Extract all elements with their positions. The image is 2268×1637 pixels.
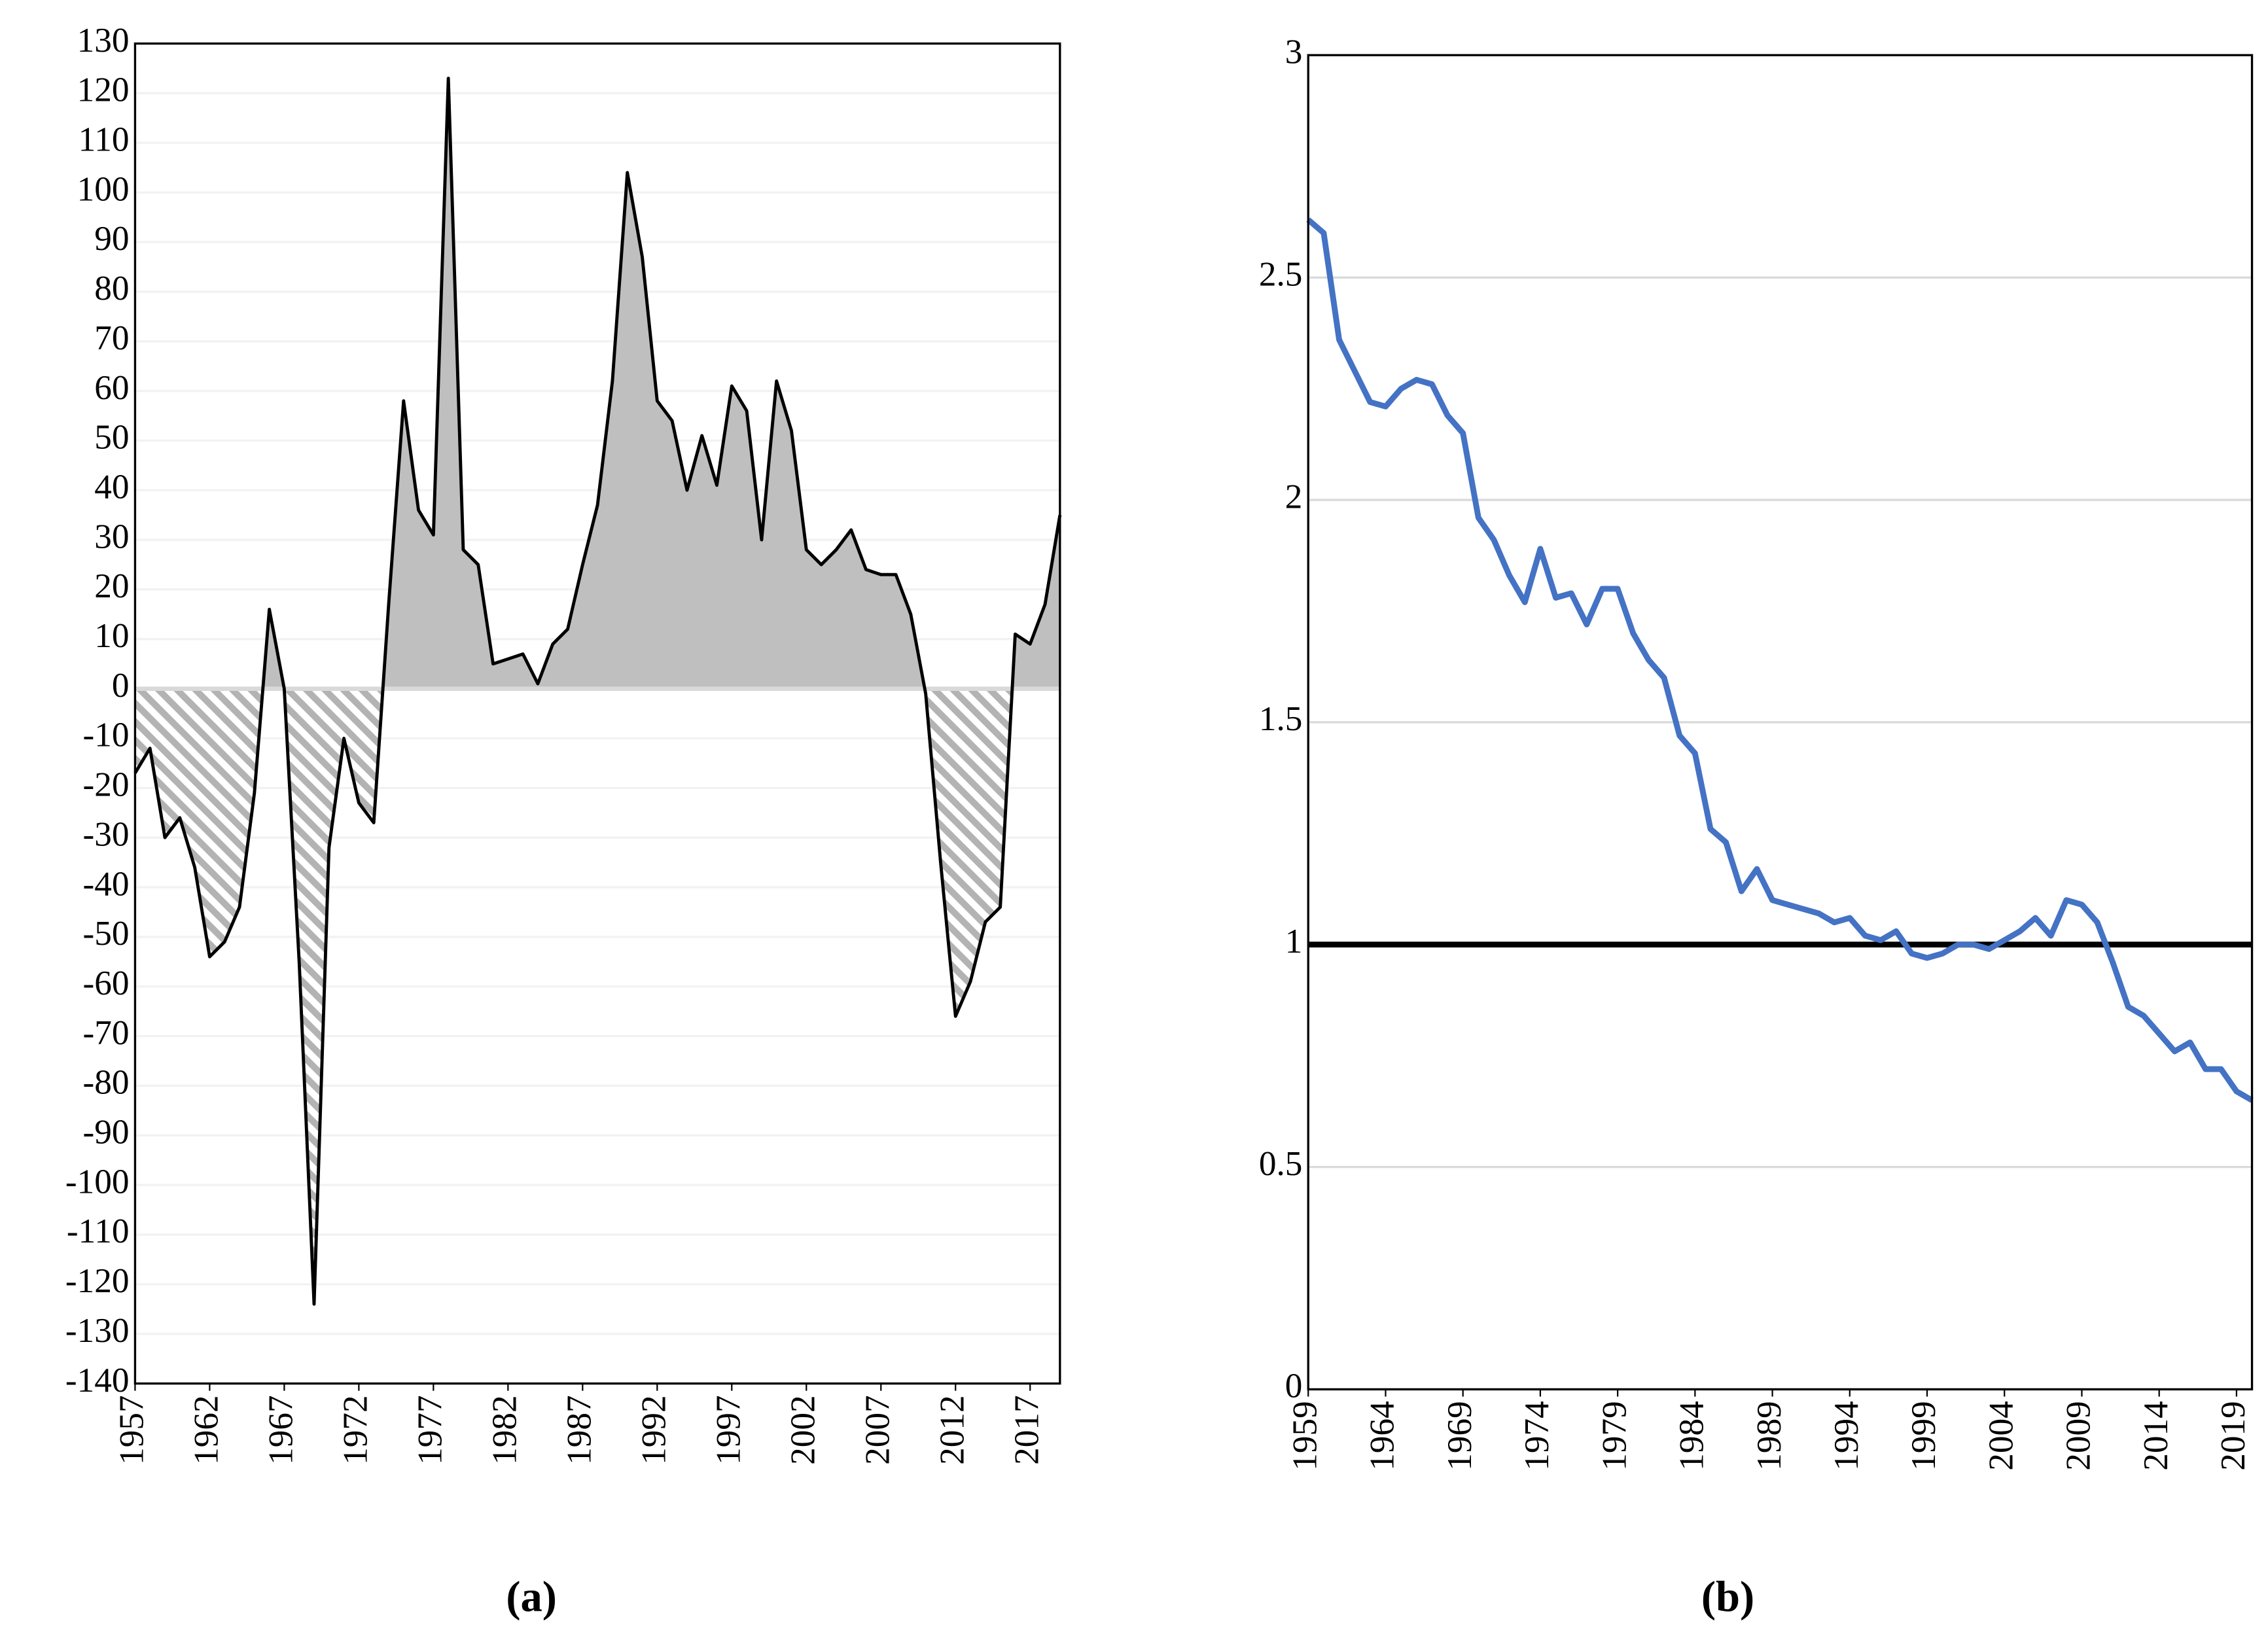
- y-tick-label: 100: [77, 169, 130, 208]
- x-tick-label: 1997: [709, 1395, 748, 1465]
- x-tick-label: 1994: [1827, 1401, 1866, 1471]
- y-tick-label: -140: [65, 1361, 130, 1399]
- y-tick-label: 50: [94, 418, 129, 457]
- data-line: [1306, 217, 2254, 1103]
- y-tick-label: 3: [1285, 33, 1303, 71]
- x-tick-label: 1979: [1595, 1401, 1633, 1471]
- x-tick-label: 1977: [411, 1395, 450, 1465]
- x-tick-label: 1957: [113, 1395, 151, 1465]
- x-tick-label: 1959: [1285, 1401, 1324, 1471]
- y-tick-label: 70: [94, 319, 129, 357]
- y-tick-label: 110: [79, 120, 130, 158]
- y-tick-label: 80: [94, 269, 129, 308]
- x-tick-label: 2019: [2214, 1401, 2252, 1471]
- x-tick-label: 1984: [1673, 1401, 1711, 1471]
- y-tick-label: -130: [65, 1311, 130, 1350]
- y-tick-label: 2: [1285, 477, 1303, 516]
- data-line: [133, 77, 1062, 1306]
- x-tick-label: 1992: [635, 1395, 673, 1465]
- y-tick-label: -80: [83, 1063, 130, 1102]
- x-tick-label: 1982: [486, 1395, 524, 1465]
- caption: (b): [1701, 1574, 1754, 1621]
- caption: (a): [506, 1574, 557, 1621]
- x-tick-label: 1974: [1517, 1401, 1556, 1471]
- y-tick-label: 60: [94, 368, 129, 407]
- y-tick-label: -20: [83, 766, 130, 804]
- y-tick-label: 120: [77, 71, 130, 109]
- y-tick-label: -110: [67, 1212, 130, 1250]
- x-tick-label: 1989: [1750, 1401, 1788, 1471]
- x-tick-label: 2014: [2136, 1401, 2175, 1471]
- x-tick-label: 1969: [1440, 1401, 1479, 1471]
- y-tick-label: -40: [83, 864, 130, 903]
- x-tick-label: 1967: [262, 1395, 300, 1465]
- y-tick-label: 0: [112, 666, 130, 705]
- x-tick-label: 2017: [1007, 1395, 1046, 1465]
- plot-frame: [1307, 54, 2254, 1391]
- y-tick-label: -70: [83, 1013, 130, 1052]
- negative-area: [135, 688, 1012, 1305]
- x-tick-label: 2002: [784, 1395, 823, 1465]
- y-tick-label: -90: [83, 1113, 130, 1152]
- x-tick-label: 2012: [932, 1395, 971, 1465]
- y-tick-label: 2.5: [1259, 255, 1303, 293]
- y-tick-label: 1: [1285, 922, 1303, 960]
- y-tick-label: 1.5: [1259, 699, 1303, 738]
- y-tick-label: 130: [77, 21, 130, 60]
- y-tick-label: -100: [65, 1162, 130, 1201]
- y-tick-label: 30: [94, 517, 129, 555]
- y-tick-label: 90: [94, 219, 129, 258]
- x-tick-label: 2004: [1981, 1401, 2020, 1471]
- x-tick-label: 2009: [2059, 1401, 2098, 1471]
- x-tick-label: 2007: [858, 1395, 896, 1465]
- y-tick-label: -50: [83, 914, 130, 953]
- x-tick-label: 1999: [1904, 1401, 1943, 1471]
- x-tick-label: 1972: [336, 1395, 375, 1465]
- y-tick-label: 10: [94, 616, 129, 655]
- y-tick-label: 20: [94, 567, 129, 605]
- y-tick-label: -10: [83, 716, 130, 754]
- x-tick-label: 1987: [560, 1395, 599, 1465]
- y-tick-label: -30: [83, 815, 130, 853]
- plot-frame: [133, 42, 1061, 1385]
- y-tick-label: -120: [65, 1261, 130, 1300]
- y-tick-label: 0.5: [1259, 1144, 1303, 1183]
- positive-area: [135, 78, 1060, 689]
- y-tick-label: 40: [94, 467, 129, 506]
- y-tick-label: 0: [1285, 1367, 1303, 1405]
- y-tick-label: -60: [83, 964, 130, 1002]
- x-tick-label: 1962: [187, 1395, 226, 1465]
- x-tick-label: 1964: [1363, 1401, 1402, 1471]
